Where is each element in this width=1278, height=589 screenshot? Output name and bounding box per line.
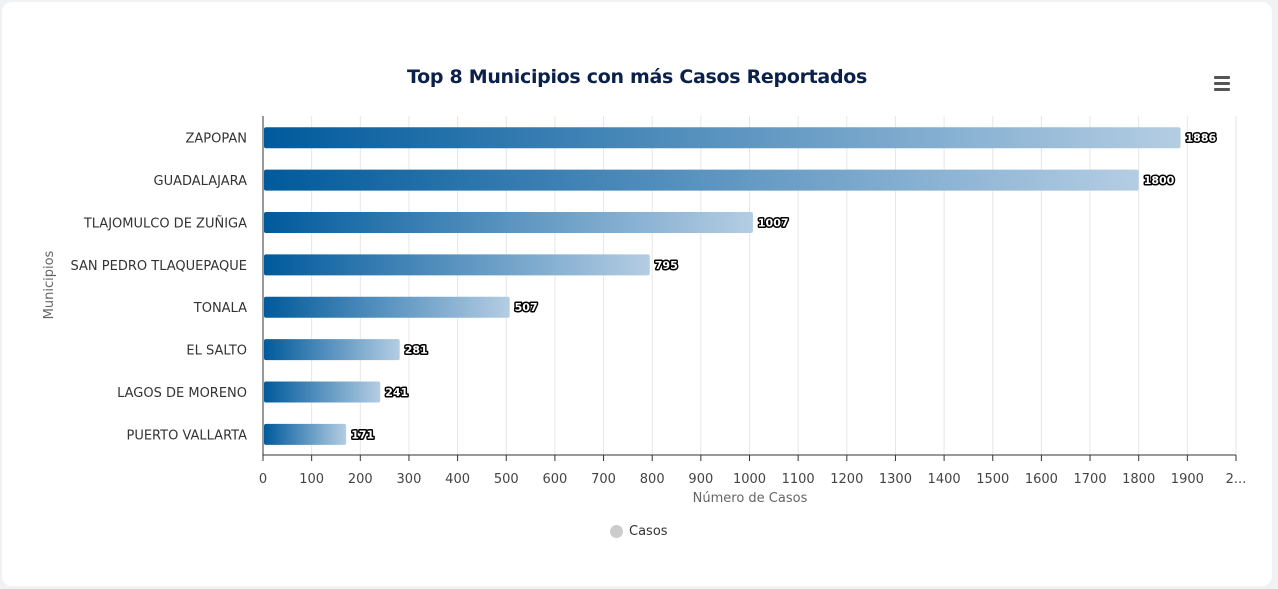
legend-marker xyxy=(610,525,623,538)
x-tick-label: 600 xyxy=(542,472,567,487)
x-tick-label: 100 xyxy=(299,472,324,487)
x-tick-label: 700 xyxy=(591,472,616,487)
bar[interactable] xyxy=(264,296,510,318)
x-tick-label: 1300 xyxy=(879,472,912,487)
category-label: TONALA xyxy=(193,301,247,316)
bar[interactable] xyxy=(264,254,650,276)
category-label: ZAPOPAN xyxy=(186,132,248,147)
bar[interactable] xyxy=(264,211,753,233)
data-label: 1007 xyxy=(758,216,789,229)
x-tick-label: 500 xyxy=(494,472,519,487)
legend-label: Casos xyxy=(629,524,668,539)
x-tick-label: 1600 xyxy=(1025,472,1058,487)
x-tick-label: 1100 xyxy=(782,472,815,487)
x-tick-label: 1500 xyxy=(976,472,1009,487)
x-tick-label: 1200 xyxy=(830,472,863,487)
x-tick-label: 2... xyxy=(1226,472,1247,487)
x-tick-label: 800 xyxy=(640,472,665,487)
data-label: 1886 xyxy=(1186,132,1217,145)
category-label: SAN PEDRO TLAQUEPAQUE xyxy=(71,259,247,274)
y-axis-title: Municipios xyxy=(42,250,57,319)
x-tick-label: 1400 xyxy=(928,472,961,487)
category-label: PUERTO VALLARTA xyxy=(126,428,247,443)
x-tick-label: 300 xyxy=(397,472,422,487)
data-label: 281 xyxy=(405,344,428,357)
bar[interactable] xyxy=(264,339,400,361)
menu-icon-line xyxy=(1214,81,1230,85)
x-tick-label: 1700 xyxy=(1074,472,1107,487)
chart-menu-button[interactable] xyxy=(1210,72,1234,94)
data-label: 241 xyxy=(385,386,408,399)
category-label: EL SALTO xyxy=(186,344,247,359)
menu-icon-line xyxy=(1214,87,1230,91)
data-label: 1800 xyxy=(1144,174,1175,187)
bar[interactable] xyxy=(264,381,381,403)
data-label: 171 xyxy=(351,428,374,441)
legend-item-casos[interactable]: Casos xyxy=(610,524,668,539)
category-label: GUADALAJARA xyxy=(154,174,248,189)
category-label: TLAJOMULCO DE ZUÑIGA xyxy=(83,215,247,231)
x-tick-label: 900 xyxy=(688,472,713,487)
x-tick-label: 1000 xyxy=(733,472,766,487)
bar[interactable] xyxy=(264,169,1139,191)
x-tick-label: 400 xyxy=(445,472,470,487)
x-tick-label: 200 xyxy=(348,472,373,487)
x-tick-label: 1900 xyxy=(1171,472,1204,487)
data-label: 507 xyxy=(515,301,538,314)
chart-title: Top 8 Municipios con más Casos Reportado… xyxy=(406,66,868,88)
menu-icon-line xyxy=(1214,75,1230,79)
x-tick-label: 1800 xyxy=(1122,472,1155,487)
x-axis-title: Número de Casos xyxy=(693,491,808,506)
bar[interactable] xyxy=(264,423,347,445)
x-tick-label: 0 xyxy=(259,472,267,487)
category-label: LAGOS DE MORENO xyxy=(117,386,247,401)
data-label: 795 xyxy=(655,259,678,272)
bar[interactable] xyxy=(264,127,1181,149)
